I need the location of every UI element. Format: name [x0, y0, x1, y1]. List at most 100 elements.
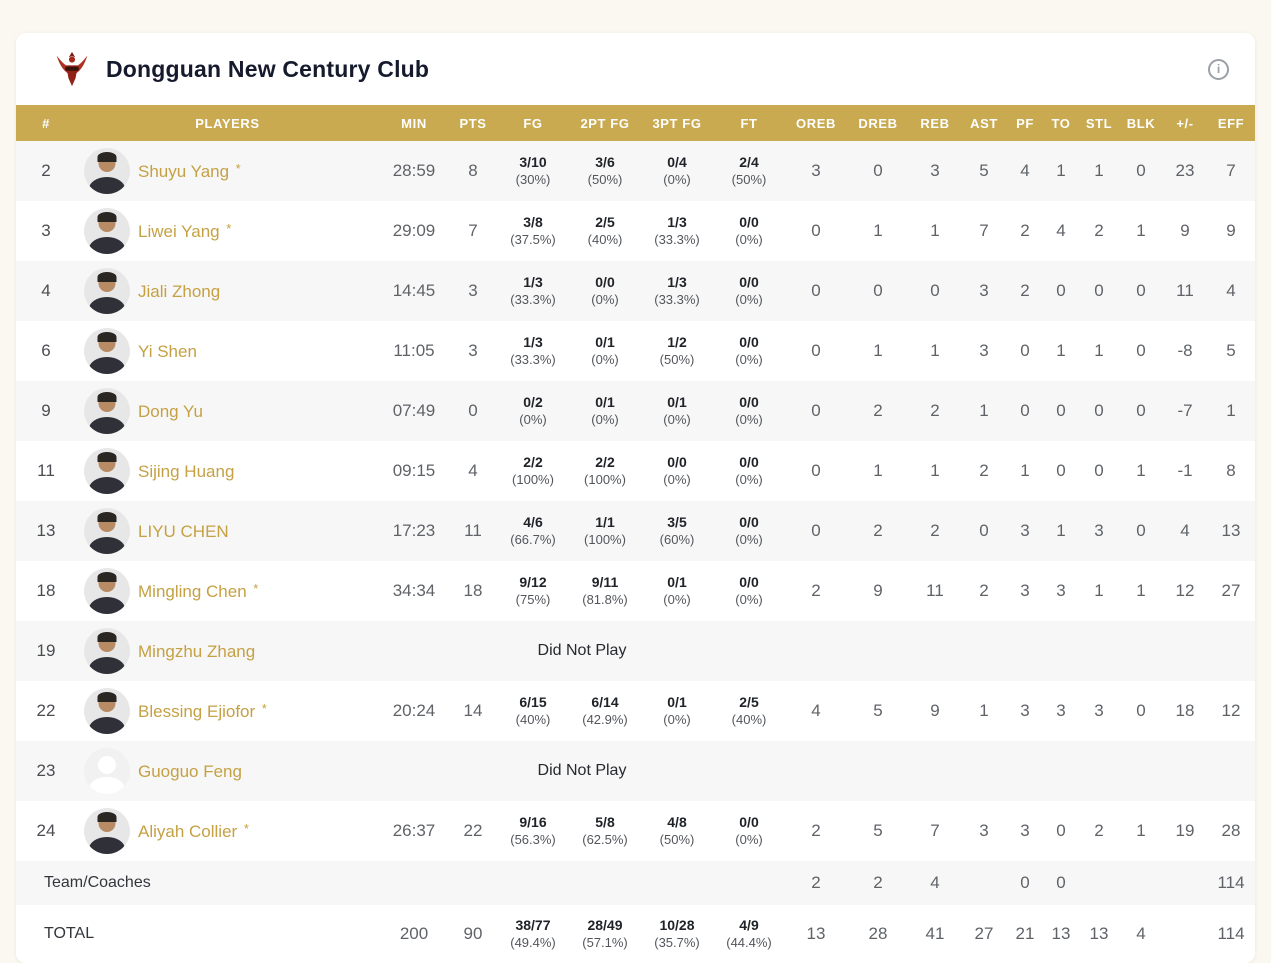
player-name-link[interactable]: Mingzhu Zhang	[138, 641, 256, 661]
player-photo[interactable]	[84, 628, 130, 674]
table-row: 9 Dong Yu 07:49 0 0/2 (0%) 0/1 (0%) 0/1 (0%…	[16, 381, 1255, 441]
player-name-cell: Jiali Zhong	[138, 261, 379, 321]
stat-eff: 4	[1226, 281, 1236, 300]
stat-3ptfg: 4/8 (50%)	[659, 814, 695, 847]
player-photo[interactable]	[84, 208, 130, 254]
team-row-label: Team/Coaches	[44, 874, 151, 891]
col-ft: FT	[713, 105, 785, 141]
stat-min: 28:59	[392, 161, 436, 180]
stat-oreb: 0	[811, 281, 821, 300]
player-name-link[interactable]: Jiali Zhong	[138, 281, 221, 301]
stat-fg: 0/2 (0%)	[519, 394, 547, 427]
player-name-link[interactable]: Mingling Chen *	[138, 580, 259, 601]
stat-plusminus: 11	[1176, 281, 1194, 300]
stat-oreb: 0	[811, 521, 821, 540]
col-to: TO	[1043, 105, 1079, 141]
player-photo[interactable]	[84, 328, 130, 374]
player-photo[interactable]	[84, 448, 130, 494]
info-icon[interactable]: i	[1208, 58, 1229, 80]
stat-pf: 4	[1020, 161, 1030, 180]
stat-fg: 1/3 (33.3%)	[510, 274, 556, 307]
player-photo[interactable]	[84, 508, 130, 554]
player-name-link[interactable]: Sijing Huang	[138, 461, 235, 481]
stat-min: 26:37	[392, 821, 436, 840]
stat-blk: 0	[1136, 521, 1146, 540]
player-name-link[interactable]: Dong Yu	[138, 401, 203, 421]
stat-pf: 0	[1020, 401, 1030, 420]
stat-dreb: 5	[873, 821, 883, 840]
stat-oreb: 0	[811, 401, 821, 420]
player-name-cell: Aliyah Collier *	[138, 801, 379, 861]
stat-ast: 5	[979, 161, 989, 180]
player-photo[interactable]	[84, 388, 130, 434]
stat-ft: 2/5 (40%)	[731, 694, 767, 727]
table-row: 6 Yi Shen 11:05 3 1/3 (33.3%) 0/1 (0%) 1/2…	[16, 321, 1255, 381]
stat-oreb: 0	[811, 461, 821, 480]
stat-ast: 1	[979, 701, 989, 720]
player-number: 23	[36, 761, 56, 780]
stat-3ptfg: 0/1 (0%)	[663, 574, 691, 607]
stat-min: 34:34	[392, 581, 436, 600]
col-eff: EFF	[1207, 105, 1255, 141]
player-number: 9	[41, 401, 51, 420]
table-header: # PLAYERS MIN PTS FG 2PT FG 3PT FG FT OR…	[16, 105, 1255, 141]
total-to: 13	[1051, 924, 1071, 943]
player-photo[interactable]	[84, 808, 130, 854]
stat-plusminus: -1	[1177, 461, 1193, 480]
table-row: 13 LIYU CHEN 17:23 11 4/6 (66.7%) 1/1 (100…	[16, 501, 1255, 561]
player-avatar-cell	[76, 321, 138, 381]
card-header: Dongguan New Century Club i	[16, 33, 1255, 105]
stat-3ptfg: 0/4 (0%)	[663, 154, 691, 187]
stat-pts: 11	[464, 521, 482, 540]
player-name-link[interactable]: Aliyah Collier *	[138, 820, 249, 841]
table-row: 18 Mingling Chen * 34:34 18 9/12 (75%) 9/…	[16, 561, 1255, 621]
stat-pf: 1	[1020, 461, 1030, 480]
player-photo[interactable]	[84, 268, 130, 314]
player-number: 13	[36, 521, 56, 540]
table-row: 22 Blessing Ejiofor * 20:24 14 6/15 (40%)…	[16, 681, 1255, 741]
player-name-link[interactable]: LIYU CHEN	[138, 521, 229, 541]
stat-eff: 1	[1226, 401, 1236, 420]
stat-plusminus: 23	[1175, 161, 1195, 180]
stat-pf: 3	[1020, 521, 1030, 540]
stat-min: 07:49	[392, 401, 436, 420]
stat-eff: 9	[1226, 221, 1236, 240]
player-photo[interactable]	[84, 568, 130, 614]
team-reb: 4	[930, 873, 940, 892]
player-name-link[interactable]: Blessing Ejiofor *	[138, 700, 267, 721]
stat-dreb: 9	[873, 581, 883, 600]
total-eff: 114	[1217, 924, 1245, 943]
player-number: 18	[36, 581, 56, 600]
total-row: TOTAL 200 90 38/77 (49.4%) 28/49 (57.1%)…	[16, 905, 1255, 963]
stat-fg: 3/8 (37.5%)	[510, 214, 556, 247]
player-photo[interactable]	[84, 148, 130, 194]
col-pf: PF	[1007, 105, 1043, 141]
stat-oreb: 2	[811, 821, 821, 840]
player-name-cell: Sijing Huang	[138, 441, 379, 501]
stat-to: 3	[1056, 701, 1066, 720]
stat-2ptfg: 0/0 (0%)	[591, 274, 619, 307]
stat-ft: 2/4 (50%)	[731, 154, 767, 187]
starter-mark: *	[249, 580, 259, 596]
player-name-link[interactable]: Guoguo Feng	[138, 761, 242, 781]
player-number: 6	[41, 341, 51, 360]
avatar-placeholder[interactable]	[84, 748, 130, 794]
stat-2ptfg: 9/11 (81.8%)	[582, 574, 628, 607]
stat-dreb: 1	[873, 341, 883, 360]
stat-oreb: 4	[811, 701, 821, 720]
player-photo[interactable]	[84, 688, 130, 734]
stat-blk: 0	[1136, 401, 1146, 420]
player-name-link[interactable]: Liwei Yang *	[138, 220, 232, 241]
total-reb: 41	[925, 924, 945, 943]
stat-fg: 2/2 (100%)	[512, 454, 554, 487]
total-oreb: 13	[806, 924, 826, 943]
player-avatar-cell	[76, 141, 138, 201]
stat-eff: 8	[1226, 461, 1236, 480]
player-name-link[interactable]: Shuyu Yang *	[138, 160, 241, 181]
stat-eff: 5	[1226, 341, 1236, 360]
player-name-link[interactable]: Yi Shen	[138, 341, 197, 361]
stat-ft: 0/0 (0%)	[735, 814, 763, 847]
col-ast: AST	[961, 105, 1007, 141]
player-number: 22	[36, 701, 56, 720]
stat-fg: 1/3 (33.3%)	[510, 334, 556, 367]
